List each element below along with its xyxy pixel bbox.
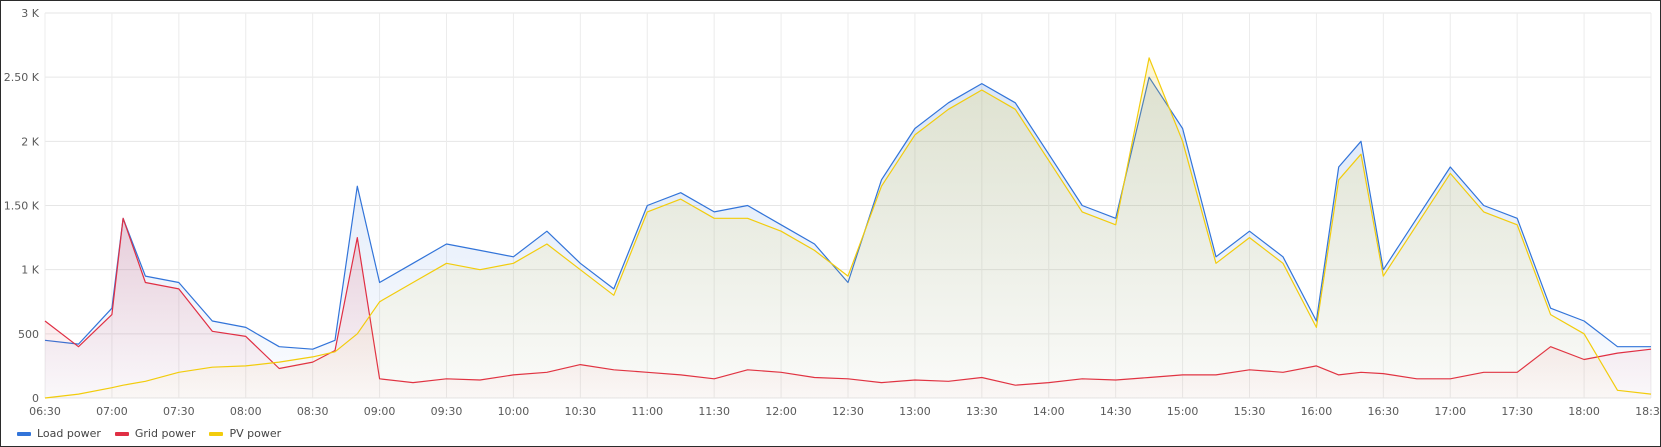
x-tick-label: 12:00 xyxy=(765,405,797,418)
x-tick-label: 13:00 xyxy=(899,405,931,418)
x-tick-label: 11:30 xyxy=(698,405,730,418)
x-tick-label: 08:30 xyxy=(297,405,329,418)
y-tick-label: 1 K xyxy=(21,264,39,277)
legend-swatch xyxy=(114,431,129,436)
y-tick-label: 0 xyxy=(32,392,39,405)
legend-label: Grid power xyxy=(134,427,196,440)
y-tick-label: 2 K xyxy=(21,135,39,148)
x-tick-label: 11:00 xyxy=(631,405,663,418)
x-tick-label: 14:00 xyxy=(1033,405,1065,418)
y-tick-label: 1.50 K xyxy=(4,200,40,213)
y-tick-label: 500 xyxy=(18,328,39,341)
x-tick-label: 07:30 xyxy=(163,405,195,418)
x-tick-label: 15:00 xyxy=(1167,405,1199,418)
legend: Load power Grid power PV power xyxy=(17,427,281,440)
x-tick-label: 07:00 xyxy=(96,405,128,418)
x-tick-label: 08:00 xyxy=(230,405,262,418)
legend-swatch xyxy=(209,431,224,436)
x-tick-label: 12:30 xyxy=(832,405,864,418)
y-tick-label: 2.50 K xyxy=(4,71,40,84)
legend-label: PV power xyxy=(229,427,282,440)
x-tick-label: 17:00 xyxy=(1434,405,1466,418)
x-tick-label: 14:30 xyxy=(1100,405,1132,418)
x-tick-label: 15:30 xyxy=(1234,405,1266,418)
legend-swatch xyxy=(17,431,31,436)
x-tick-label: 18:30 xyxy=(1635,405,1660,418)
x-tick-label: 17:30 xyxy=(1501,405,1533,418)
x-tick-label: 18:00 xyxy=(1568,405,1600,418)
legend-item-pv-power[interactable]: PV power xyxy=(209,427,281,440)
legend-item-load-power[interactable]: Load power xyxy=(17,427,101,440)
x-tick-label: 13:30 xyxy=(966,405,998,418)
x-tick-label: 16:30 xyxy=(1367,405,1399,418)
legend-label: Load power xyxy=(37,427,101,440)
series-area-pv-power xyxy=(45,57,1651,399)
legend-item-grid-power[interactable]: Grid power xyxy=(114,427,196,440)
y-tick-label: 3 K xyxy=(21,7,39,20)
x-tick-label: 06:30 xyxy=(29,405,61,418)
x-tick-label: 10:00 xyxy=(498,405,530,418)
x-tick-label: 10:30 xyxy=(564,405,596,418)
x-tick-label: 09:30 xyxy=(431,405,463,418)
x-tick-label: 16:00 xyxy=(1301,405,1333,418)
x-tick-label: 09:00 xyxy=(364,405,396,418)
series-line-pv-power xyxy=(44,57,1652,399)
